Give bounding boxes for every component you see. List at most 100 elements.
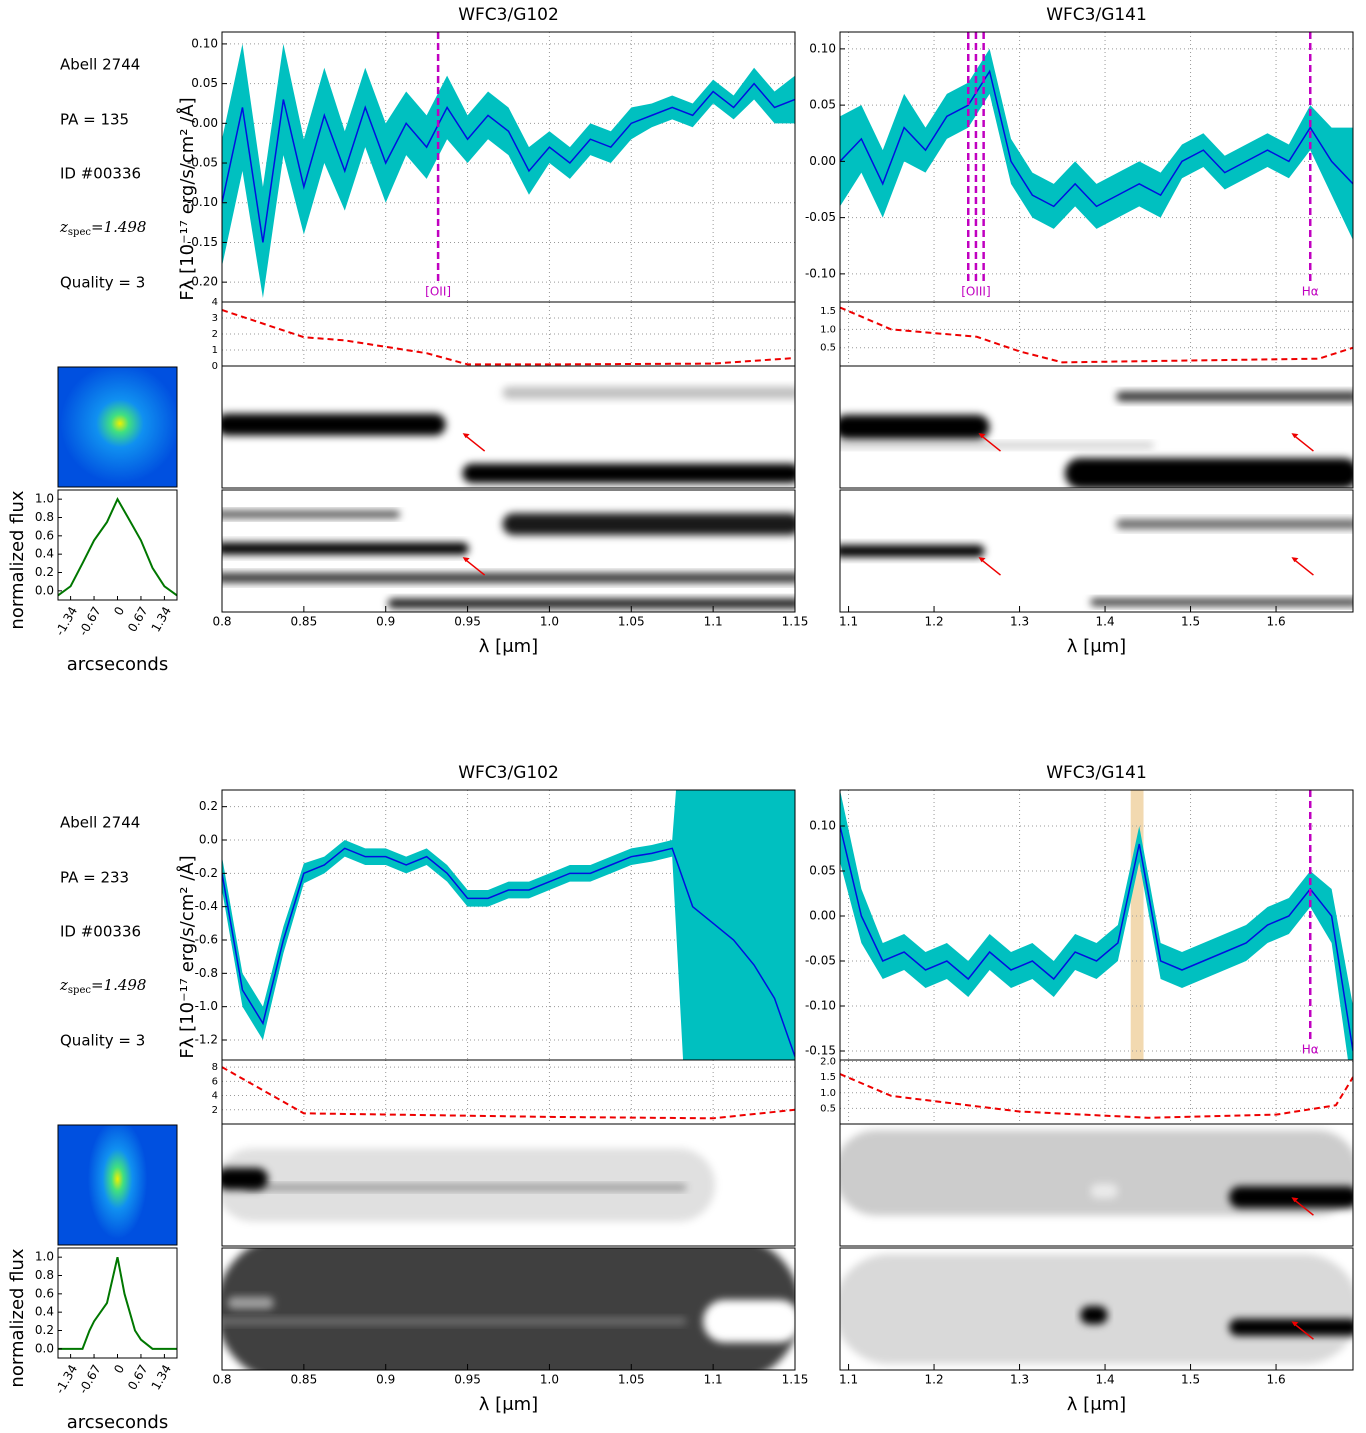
x-tick-label: 0.95 — [454, 1373, 481, 1387]
x-tick-label: 0 — [111, 1362, 127, 1376]
image-blob — [462, 463, 795, 484]
x-tick-label: -1.34 — [53, 604, 81, 638]
y-tick-label: 2 — [212, 1105, 218, 1116]
x-tick-label: -0.67 — [76, 1362, 104, 1396]
chart-title: WFC3/G102 — [458, 763, 559, 783]
y-tick-label: 0.5 — [820, 1103, 836, 1114]
info-text: Quality = 3 — [60, 274, 145, 292]
y-tick-label: -0.2 — [195, 866, 218, 880]
image — [840, 1130, 1353, 1216]
y-tick-label: 8 — [212, 1062, 218, 1073]
profile-bg — [58, 1248, 177, 1358]
redshift: zspec=1.498 — [59, 976, 146, 996]
arrow — [1292, 1198, 1314, 1216]
x-tick-label: 0.8 — [212, 615, 231, 629]
info-text: Abell 2744 — [60, 56, 140, 74]
emission-label: Hα — [1302, 285, 1319, 299]
y-tick-label: -0.20 — [187, 275, 218, 289]
arrow — [1292, 558, 1314, 576]
image-blob — [502, 513, 795, 536]
x-tick-label: 0.85 — [290, 615, 317, 629]
image-blob — [1064, 458, 1353, 488]
y-tick-label: 2 — [212, 329, 218, 340]
plot-area — [840, 32, 1353, 302]
image — [840, 519, 1353, 606]
x-tick-label: 0.95 — [454, 615, 481, 629]
y-tick-label: 0.4 — [35, 1305, 54, 1319]
shaded-band — [1130, 790, 1144, 1060]
image — [840, 1254, 1353, 1364]
x-axis-label: λ [μm] — [479, 1394, 538, 1415]
z-sub: spec — [68, 985, 91, 996]
info-text: ID #00336 — [60, 165, 141, 183]
contam-frame — [221, 1059, 796, 1125]
image-blob — [840, 442, 1154, 449]
x-tick-label: 1.6 — [1267, 615, 1286, 629]
contamination-line — [840, 1073, 1353, 1119]
profile-line — [57, 496, 178, 597]
plot-area — [222, 790, 795, 1060]
z-symbol: z — [59, 976, 68, 994]
x-tick-label: 1.15 — [782, 615, 809, 629]
image-blob — [840, 544, 985, 558]
image-frame — [221, 365, 796, 489]
image-blob — [222, 413, 446, 436]
plot-area — [222, 32, 795, 302]
x-tick-label: 1.5 — [1181, 615, 1200, 629]
info-text: Quality = 3 — [60, 1032, 145, 1050]
emission-label: [OII] — [425, 285, 451, 299]
x-tick-label: 0.8 — [212, 1373, 231, 1387]
info-text: ID #00336 — [60, 923, 141, 941]
x-tick-label: 0.67 — [125, 1362, 150, 1392]
profile-line — [58, 1256, 177, 1350]
error-band — [222, 790, 795, 1060]
error-band — [840, 48, 1353, 241]
x-axis-label: arcseconds — [67, 1412, 169, 1433]
image-frame — [221, 1123, 796, 1247]
y-tick-label: 0.0 — [199, 833, 218, 847]
image-frame — [221, 1247, 796, 1371]
y-tick-label: 1.0 — [820, 1088, 836, 1099]
image — [222, 510, 795, 609]
error-band — [840, 790, 1353, 1060]
y-tick-label: 0.5 — [820, 343, 836, 354]
arrow-head — [1291, 433, 1299, 439]
info-text: Abell 2744 — [60, 814, 140, 832]
plot-area — [840, 790, 1353, 1060]
x-tick-label: 1.15 — [782, 1373, 809, 1387]
y-tick-label: 4 — [212, 1091, 218, 1102]
y-axis-label: normalized flux — [7, 1248, 28, 1387]
x-tick-label: 0.85 — [290, 1373, 317, 1387]
x-tick-label: 1.05 — [618, 615, 645, 629]
y-tick-label: 3 — [212, 313, 218, 324]
image-blob — [227, 1296, 274, 1309]
y-tick-label: 0.4 — [35, 547, 54, 561]
x-tick-label: 1.4 — [1096, 1373, 1115, 1387]
image-blob — [840, 414, 990, 440]
x-tick-label: 1.3 — [1010, 615, 1029, 629]
y-tick-label: -0.6 — [195, 933, 218, 947]
image-blob — [1090, 1183, 1118, 1199]
image-frame — [221, 489, 796, 613]
y-tick-label: -0.8 — [195, 966, 218, 980]
y-axis-label: Fλ [10⁻¹⁷ erg/s/cm² /Å] — [176, 97, 198, 300]
x-tick-label: 1.0 — [540, 615, 559, 629]
y-tick-label: 0.05 — [191, 76, 218, 90]
y-tick-label: -0.15 — [187, 235, 218, 249]
x-tick-label: 1.2 — [925, 1373, 944, 1387]
y-tick-label: 0.2 — [35, 565, 54, 579]
arrow-head — [462, 557, 470, 563]
y-tick-label: -0.10 — [805, 999, 836, 1013]
contam-area — [840, 1060, 1353, 1124]
contamination-line — [222, 309, 795, 366]
z-value: =1.498 — [91, 218, 147, 236]
x-axis-label: arcseconds — [67, 654, 169, 675]
y-tick-label: 0.10 — [809, 41, 836, 55]
y-tick-label: 0.05 — [809, 864, 836, 878]
z-sub: spec — [68, 227, 91, 238]
y-tick-label: 0.00 — [809, 909, 836, 923]
y-tick-label: 0.00 — [191, 116, 218, 130]
x-tick-label: 1.6 — [1267, 1373, 1286, 1387]
image-blob — [840, 1130, 1353, 1216]
